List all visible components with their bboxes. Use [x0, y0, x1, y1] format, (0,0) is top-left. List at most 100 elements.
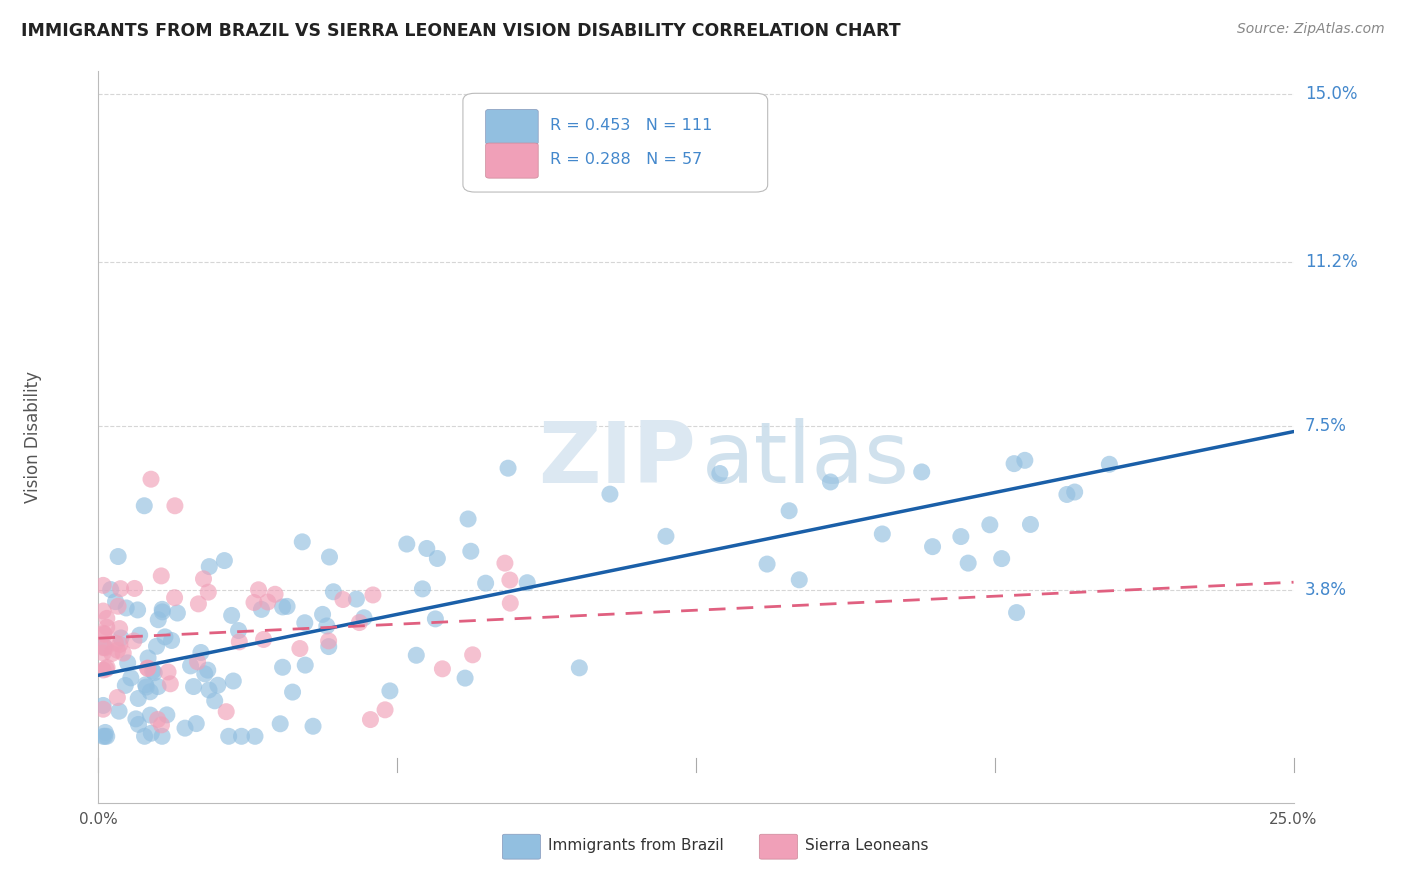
- Point: [124, 582, 146, 596]
- Point: [159, 677, 181, 691]
- Point: [243, 729, 266, 743]
- Point: [105, 690, 128, 705]
- Point: [921, 540, 943, 554]
- Point: [187, 597, 209, 611]
- Text: atlas: atlas: [702, 417, 910, 500]
- FancyBboxPatch shape: [485, 143, 538, 178]
- Point: [150, 718, 173, 732]
- Point: [425, 612, 447, 626]
- Text: Vision Disability: Vision Disability: [24, 371, 42, 503]
- Point: [228, 635, 250, 649]
- Point: [104, 594, 127, 608]
- Point: [949, 530, 972, 544]
- Point: [243, 595, 266, 609]
- Point: [107, 643, 129, 657]
- Point: [166, 606, 188, 620]
- Point: [100, 582, 122, 597]
- Point: [411, 582, 433, 596]
- Point: [787, 573, 810, 587]
- Point: [141, 726, 163, 740]
- Point: [516, 575, 538, 590]
- Point: [107, 599, 129, 614]
- Point: [108, 622, 131, 636]
- Point: [318, 634, 340, 648]
- Point: [655, 529, 678, 543]
- Point: [218, 729, 240, 743]
- Point: [153, 630, 176, 644]
- Point: [193, 572, 215, 586]
- Text: Immigrants from Brazil: Immigrants from Brazil: [548, 838, 724, 854]
- Point: [127, 691, 149, 706]
- Point: [143, 665, 166, 680]
- Point: [778, 504, 800, 518]
- Point: [349, 615, 371, 630]
- Text: 0.0%: 0.0%: [79, 812, 118, 827]
- Text: Source: ZipAtlas.com: Source: ZipAtlas.com: [1237, 22, 1385, 37]
- Text: 11.2%: 11.2%: [1305, 253, 1357, 271]
- Point: [187, 655, 209, 669]
- Point: [96, 660, 118, 674]
- Point: [186, 716, 208, 731]
- Point: [405, 648, 427, 663]
- Text: 3.8%: 3.8%: [1305, 581, 1347, 599]
- Point: [91, 729, 114, 743]
- Point: [91, 698, 114, 713]
- Point: [135, 678, 157, 692]
- Point: [163, 499, 186, 513]
- Point: [911, 465, 934, 479]
- Point: [136, 651, 159, 665]
- Point: [250, 602, 273, 616]
- Text: IMMIGRANTS FROM BRAZIL VS SIERRA LEONEAN VISION DISABILITY CORRELATION CHART: IMMIGRANTS FROM BRAZIL VS SIERRA LEONEAN…: [21, 22, 901, 40]
- Point: [134, 499, 156, 513]
- Point: [136, 661, 159, 675]
- Point: [96, 620, 118, 634]
- Point: [395, 537, 418, 551]
- Point: [135, 680, 157, 694]
- Point: [150, 605, 173, 619]
- Point: [222, 673, 245, 688]
- Point: [499, 573, 522, 587]
- Point: [311, 607, 333, 622]
- Point: [494, 556, 516, 570]
- Point: [197, 585, 219, 599]
- Point: [148, 613, 170, 627]
- Point: [288, 641, 311, 656]
- Point: [91, 702, 114, 716]
- Point: [134, 729, 156, 743]
- Point: [94, 662, 117, 676]
- Point: [872, 527, 894, 541]
- Point: [174, 721, 197, 735]
- Point: [112, 646, 135, 660]
- Text: ZIP: ZIP: [538, 417, 696, 500]
- FancyBboxPatch shape: [759, 834, 797, 859]
- Point: [145, 640, 167, 654]
- Point: [122, 634, 145, 648]
- Point: [820, 475, 842, 489]
- Point: [93, 640, 115, 654]
- Point: [117, 656, 139, 670]
- FancyBboxPatch shape: [502, 834, 541, 859]
- Point: [294, 658, 316, 673]
- Point: [568, 661, 591, 675]
- Point: [496, 461, 519, 475]
- Point: [378, 684, 401, 698]
- Point: [709, 467, 731, 481]
- Point: [108, 704, 131, 718]
- Point: [1002, 457, 1025, 471]
- Point: [454, 671, 477, 685]
- Point: [93, 626, 115, 640]
- Point: [332, 592, 354, 607]
- Point: [115, 601, 138, 615]
- Text: 7.5%: 7.5%: [1305, 417, 1347, 435]
- Point: [180, 659, 202, 673]
- Point: [276, 599, 298, 614]
- Point: [139, 708, 162, 723]
- Point: [139, 685, 162, 699]
- Point: [136, 661, 159, 675]
- FancyBboxPatch shape: [463, 94, 768, 192]
- Point: [247, 582, 270, 597]
- Point: [302, 719, 325, 733]
- Point: [207, 678, 229, 692]
- Point: [1005, 606, 1028, 620]
- Point: [146, 680, 169, 694]
